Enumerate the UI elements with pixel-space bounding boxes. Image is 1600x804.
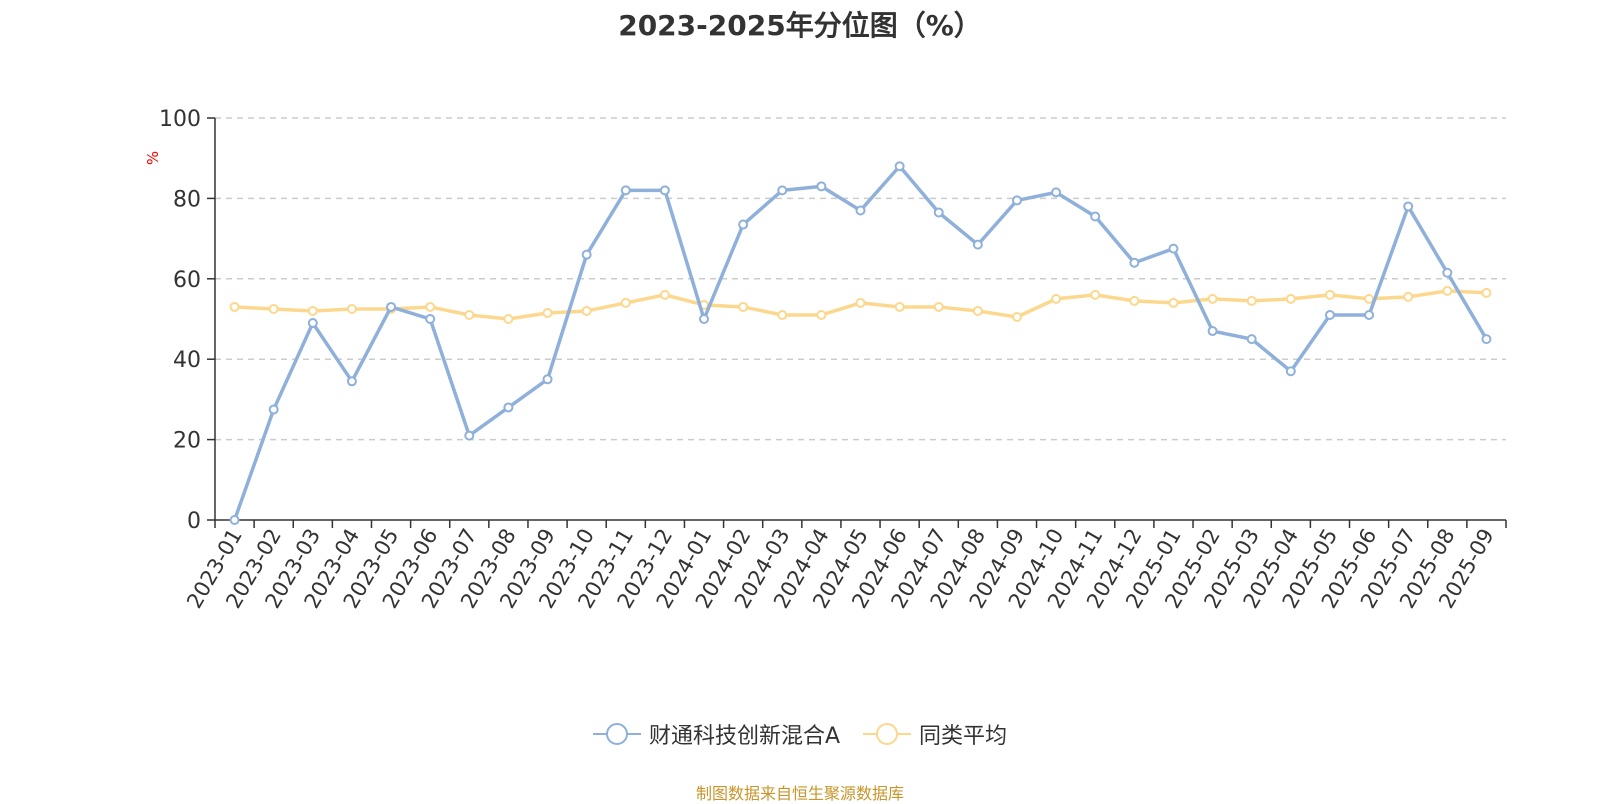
data-point-series-1-2025-05 <box>1324 309 1335 320</box>
legend-label-series-2: 同类平均 <box>919 724 1008 749</box>
data-point-series-2-2025-04 <box>1285 293 1296 304</box>
data-point-series-1-2023-03 <box>307 318 318 329</box>
legend-swatch-series-2 <box>863 723 912 745</box>
data-point-series-2-2024-05 <box>855 297 866 308</box>
data-point-series-2-2024-04 <box>816 309 827 320</box>
data-point-series-2-2024-10 <box>1051 293 1062 304</box>
data-point-series-1-2023-06 <box>425 314 436 324</box>
series-line-1 <box>232 164 1488 521</box>
data-point-series-2-2024-07 <box>933 301 944 312</box>
data-point-series-1-2023-04 <box>346 376 357 387</box>
data-point-series-2-2025-02 <box>1207 293 1218 304</box>
data-point-series-1-2023-01 <box>229 515 240 525</box>
data-point-series-2-2023-11 <box>620 297 631 308</box>
data-point-series-1-2024-01 <box>699 314 710 324</box>
data-point-series-2-2025-05 <box>1324 289 1335 300</box>
data-point-series-1-2023-10 <box>581 249 592 260</box>
legend: 财通科技创新混合A 同类平均 <box>0 718 1600 752</box>
data-point-series-2-2023-07 <box>464 309 475 320</box>
data-point-series-1-2024-08 <box>972 239 983 250</box>
y-tick-label-20: 20 <box>173 429 201 454</box>
data-point-series-1-2024-05 <box>855 205 866 216</box>
data-point-series-2-2023-04 <box>346 303 357 314</box>
data-point-series-1-2023-05 <box>386 301 397 312</box>
data-point-series-2-2023-09 <box>542 307 553 318</box>
legend-item-series-2[interactable]: 同类平均 <box>863 718 1007 750</box>
legend-item-series-1[interactable]: 财通科技创新混合A <box>592 718 841 750</box>
data-point-series-2-2024-09 <box>1011 311 1022 322</box>
data-point-series-1-2023-12 <box>659 185 670 196</box>
source-note: 制图数据来自恒生聚源数据库 <box>695 784 904 803</box>
data-point-series-1-2023-11 <box>620 185 631 196</box>
data-point-series-1-2024-04 <box>816 181 827 192</box>
data-point-series-1-2024-10 <box>1051 187 1062 198</box>
y-tick-label-80: 80 <box>173 187 201 212</box>
data-point-series-2-2024-03 <box>777 309 788 320</box>
data-point-series-1-2025-07 <box>1403 201 1414 212</box>
y-tick-label-100: 100 <box>159 107 201 132</box>
data-point-series-1-2024-11 <box>1090 211 1101 222</box>
data-point-series-2-2025-09 <box>1481 287 1492 298</box>
data-point-series-2-2025-01 <box>1168 297 1179 308</box>
data-point-series-1-2025-01 <box>1168 243 1179 254</box>
data-point-series-2-2023-03 <box>307 305 318 316</box>
data-point-series-1-2023-08 <box>503 402 514 413</box>
chart-title: 2023-2025年分位图（%） <box>618 9 982 42</box>
data-point-series-2-2023-06 <box>425 301 436 312</box>
data-point-series-2-2024-06 <box>894 301 905 312</box>
data-point-series-1-2025-09 <box>1481 334 1492 345</box>
data-point-series-1-2024-07 <box>933 207 944 218</box>
data-point-series-2-2023-08 <box>503 314 514 324</box>
data-point-series-1-2023-07 <box>464 430 475 441</box>
data-point-series-1-2024-02 <box>738 219 749 230</box>
data-point-series-1-2025-02 <box>1207 326 1218 337</box>
data-point-series-2-2024-11 <box>1090 289 1101 300</box>
data-point-series-2-2025-08 <box>1442 285 1453 296</box>
data-point-series-1-2024-06 <box>894 161 905 172</box>
y-tick-label-60: 60 <box>173 268 201 293</box>
data-point-series-1-2025-06 <box>1364 309 1375 320</box>
data-point-series-2-2025-07 <box>1403 291 1414 302</box>
data-point-series-2-2025-03 <box>1246 295 1257 306</box>
data-point-series-1-2025-08 <box>1442 267 1453 278</box>
data-point-series-2-2024-08 <box>972 305 983 316</box>
legend-swatch-series-1 <box>592 723 641 745</box>
data-point-series-1-2025-03 <box>1246 334 1257 345</box>
data-point-series-2-2023-12 <box>659 289 670 300</box>
data-point-series-1-2024-12 <box>1129 257 1140 268</box>
data-point-series-1-2023-02 <box>268 404 279 415</box>
data-point-series-2-2023-10 <box>581 305 592 316</box>
data-point-series-2-2023-02 <box>268 303 279 314</box>
data-point-series-1-2023-09 <box>542 374 553 385</box>
data-point-series-2-2023-01 <box>229 301 240 312</box>
data-point-series-1-2024-09 <box>1011 195 1022 206</box>
data-point-series-2-2025-06 <box>1364 293 1375 304</box>
data-point-series-1-2025-04 <box>1285 366 1296 377</box>
data-point-series-1-2024-03 <box>777 185 788 196</box>
legend-label-series-1: 财通科技创新混合A <box>648 724 841 749</box>
data-point-series-2-2024-02 <box>738 301 749 312</box>
y-tick-label-0: 0 <box>187 509 201 534</box>
y-tick-label-40: 40 <box>173 348 201 373</box>
data-point-series-2-2024-12 <box>1129 295 1140 306</box>
y-axis-label: % <box>144 151 162 165</box>
